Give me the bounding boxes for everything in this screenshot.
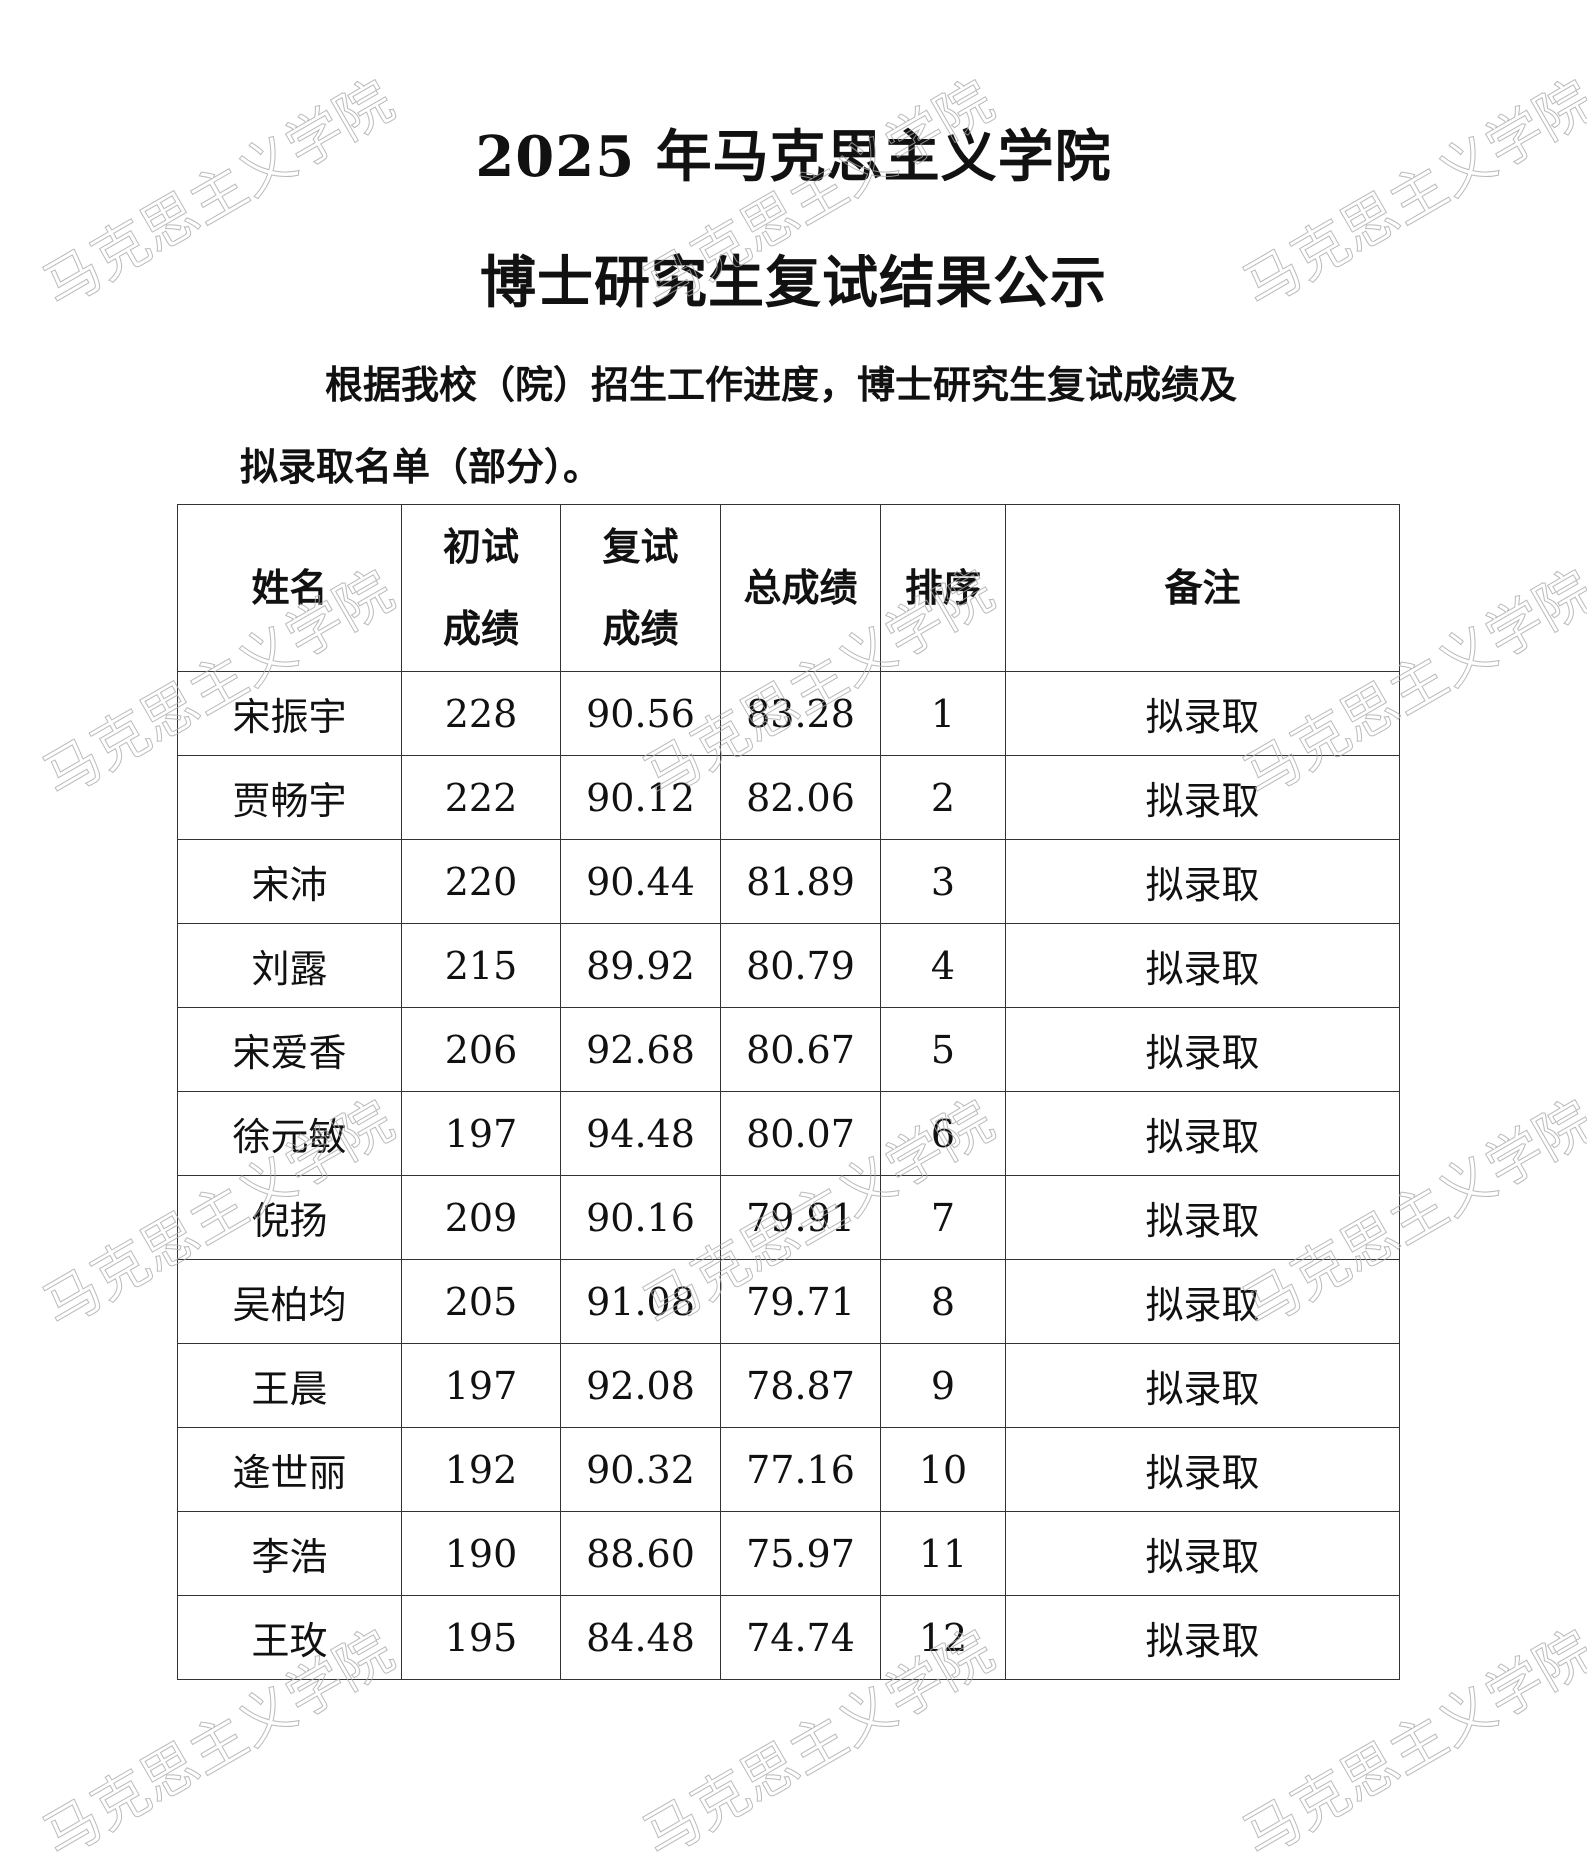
cell-retest-score: 91.08 <box>560 1259 721 1344</box>
cell-remark: 拟录取 <box>1005 1595 1400 1680</box>
table-row: 宋振宇 228 90.56 83.28 1 拟录取 <box>177 671 1400 756</box>
cell-rank: 8 <box>880 1259 1006 1344</box>
cell-remark: 拟录取 <box>1005 923 1400 1008</box>
results-table: 姓名 初试 成绩 复试 成绩 总成绩 排序 备注 宋振宇 228 90.56 83.28 1 拟录取… <box>177 504 1400 1680</box>
cell-total-score: 75.97 <box>720 1511 881 1596</box>
cell-retest-score: 89.92 <box>560 923 721 1008</box>
cell-rank: 7 <box>880 1175 1006 1260</box>
table-row: 宋爱香 206 92.68 80.67 5 拟录取 <box>177 1007 1400 1092</box>
cell-total-score: 78.87 <box>720 1343 881 1428</box>
cell-total-score: 80.79 <box>720 923 881 1008</box>
cell-name: 宋振宇 <box>177 671 402 756</box>
cell-initial-score: 197 <box>401 1091 561 1176</box>
cell-rank: 2 <box>880 755 1006 840</box>
cell-remark: 拟录取 <box>1005 1427 1400 1512</box>
cell-rank: 4 <box>880 923 1006 1008</box>
cell-name: 王晨 <box>177 1343 402 1428</box>
cell-total-score: 74.74 <box>720 1595 881 1680</box>
cell-initial-score: 197 <box>401 1343 561 1428</box>
cell-rank: 9 <box>880 1343 1006 1428</box>
cell-name: 刘露 <box>177 923 402 1008</box>
cell-name: 贾畅宇 <box>177 755 402 840</box>
table-row: 逄世丽 192 90.32 77.16 10 拟录取 <box>177 1427 1400 1512</box>
cell-name: 倪扬 <box>177 1175 402 1260</box>
cell-remark: 拟录取 <box>1005 839 1400 924</box>
cell-retest-score: 92.08 <box>560 1343 721 1428</box>
table-row: 徐元敏 197 94.48 80.07 6 拟录取 <box>177 1091 1400 1176</box>
cell-name: 李浩 <box>177 1511 402 1596</box>
cell-remark: 拟录取 <box>1005 755 1400 840</box>
table-header-row: 姓名 初试 成绩 复试 成绩 总成绩 排序 备注 <box>177 504 1400 672</box>
cell-remark: 拟录取 <box>1005 1259 1400 1344</box>
cell-total-score: 83.28 <box>720 671 881 756</box>
table-row: 李浩 190 88.60 75.97 11 拟录取 <box>177 1511 1400 1596</box>
intro-line1: 根据我校（院）招生工作进度，博士研究生复试成绩及 <box>325 362 1238 407</box>
cell-initial-score: 222 <box>401 755 561 840</box>
cell-rank: 10 <box>880 1427 1006 1512</box>
cell-remark: 拟录取 <box>1005 1343 1400 1428</box>
cell-retest-score: 94.48 <box>560 1091 721 1176</box>
column-header-rank: 排序 <box>880 504 1006 672</box>
cell-rank: 12 <box>880 1595 1006 1680</box>
cell-remark: 拟录取 <box>1005 1511 1400 1596</box>
cell-name: 王玫 <box>177 1595 402 1680</box>
cell-retest-score: 88.60 <box>560 1511 721 1596</box>
page-title-line1: 2025 年马克思主义学院 <box>475 124 1112 190</box>
table-row: 刘露 215 89.92 80.79 4 拟录取 <box>177 923 1400 1008</box>
table-row: 王晨 197 92.08 78.87 9 拟录取 <box>177 1343 1400 1428</box>
cell-initial-score: 209 <box>401 1175 561 1260</box>
cell-total-score: 81.89 <box>720 839 881 924</box>
cell-name: 吴柏均 <box>177 1259 402 1344</box>
cell-name: 宋沛 <box>177 839 402 924</box>
cell-remark: 拟录取 <box>1005 1091 1400 1176</box>
cell-initial-score: 205 <box>401 1259 561 1344</box>
table-row: 王玫 195 84.48 74.74 12 拟录取 <box>177 1595 1400 1680</box>
cell-initial-score: 190 <box>401 1511 561 1596</box>
cell-total-score: 80.67 <box>720 1007 881 1092</box>
cell-rank: 1 <box>880 671 1006 756</box>
intro-line2: 拟录取名单（部分）。 <box>240 444 602 489</box>
cell-total-score: 79.91 <box>720 1175 881 1260</box>
cell-name: 宋爱香 <box>177 1007 402 1092</box>
cell-initial-score: 192 <box>401 1427 561 1512</box>
cell-name: 逄世丽 <box>177 1427 402 1512</box>
cell-remark: 拟录取 <box>1005 1175 1400 1260</box>
cell-retest-score: 92.68 <box>560 1007 721 1092</box>
cell-rank: 6 <box>880 1091 1006 1176</box>
column-header-retest-score: 复试 成绩 <box>560 504 721 672</box>
table-row: 宋沛 220 90.44 81.89 3 拟录取 <box>177 839 1400 924</box>
column-header-remark: 备注 <box>1005 504 1400 672</box>
cell-initial-score: 215 <box>401 923 561 1008</box>
cell-rank: 5 <box>880 1007 1006 1092</box>
column-header-name: 姓名 <box>177 504 402 672</box>
cell-initial-score: 228 <box>401 671 561 756</box>
table-row: 贾畅宇 222 90.12 82.06 2 拟录取 <box>177 755 1400 840</box>
cell-remark: 拟录取 <box>1005 671 1400 756</box>
column-header-initial-score: 初试 成绩 <box>401 504 561 672</box>
cell-rank: 3 <box>880 839 1006 924</box>
cell-total-score: 77.16 <box>720 1427 881 1512</box>
cell-retest-score: 84.48 <box>560 1595 721 1680</box>
page-title-line2: 博士研究生复试结果公示 <box>480 250 1107 316</box>
column-header-total-score: 总成绩 <box>720 504 881 672</box>
cell-initial-score: 220 <box>401 839 561 924</box>
cell-retest-score: 90.56 <box>560 671 721 756</box>
cell-total-score: 80.07 <box>720 1091 881 1176</box>
cell-remark: 拟录取 <box>1005 1007 1400 1092</box>
cell-initial-score: 195 <box>401 1595 561 1680</box>
cell-retest-score: 90.32 <box>560 1427 721 1512</box>
cell-initial-score: 206 <box>401 1007 561 1092</box>
cell-total-score: 79.71 <box>720 1259 881 1344</box>
table-row: 倪扬 209 90.16 79.91 7 拟录取 <box>177 1175 1400 1260</box>
cell-total-score: 82.06 <box>720 755 881 840</box>
cell-retest-score: 90.44 <box>560 839 721 924</box>
cell-rank: 11 <box>880 1511 1006 1596</box>
cell-retest-score: 90.16 <box>560 1175 721 1260</box>
cell-name: 徐元敏 <box>177 1091 402 1176</box>
cell-retest-score: 90.12 <box>560 755 721 840</box>
table-row: 吴柏均 205 91.08 79.71 8 拟录取 <box>177 1259 1400 1344</box>
